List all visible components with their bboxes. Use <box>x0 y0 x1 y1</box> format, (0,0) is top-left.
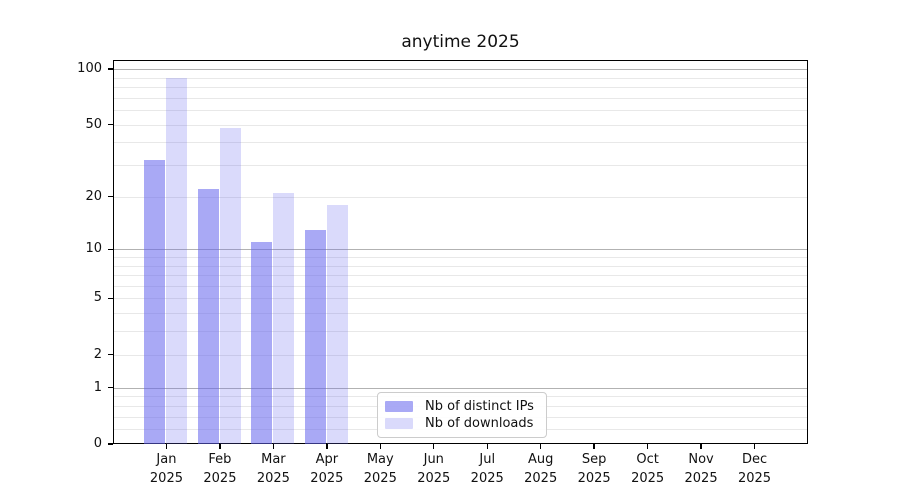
x-tick-mark-nov <box>700 444 702 449</box>
y-tick-mark-2 <box>108 354 113 356</box>
x-tick-mark-dec <box>753 444 756 449</box>
y-tick-label-20: 20 <box>85 188 102 204</box>
gridline-minor <box>114 354 807 356</box>
x-tick-label-sep: Sep 2025 <box>577 452 611 486</box>
gridline-major <box>114 249 807 251</box>
bar-mar-distinct-ips <box>251 242 273 444</box>
x-tick-label-dec: Dec 2025 <box>737 452 772 486</box>
plot-area <box>113 60 808 444</box>
gridline-minor <box>114 275 807 277</box>
x-tick-mark-jul <box>486 444 488 449</box>
x-tick-label-aug: Aug 2025 <box>524 452 558 486</box>
legend-item-distinct-ips: Nb of distinct IPs <box>385 399 546 414</box>
legend-label-downloads: Nb of downloads <box>425 416 534 431</box>
bar-apr-distinct-ips <box>304 229 326 444</box>
gridline-minor <box>114 87 807 89</box>
x-tick-mark-feb <box>219 444 221 449</box>
gridline-major <box>114 69 807 71</box>
bar-feb-downloads <box>219 127 241 444</box>
x-tick-label-apr: Apr 2025 <box>310 452 344 486</box>
x-tick-mark-jan <box>165 444 168 449</box>
gridline-minor <box>114 97 807 99</box>
gridline-major <box>114 387 807 389</box>
x-tick-label-nov: Nov 2025 <box>684 452 718 486</box>
x-tick-mark-jun <box>433 444 435 449</box>
gridline-minor <box>114 285 807 287</box>
legend: Nb of distinct IPs Nb of downloads <box>377 392 547 438</box>
y-tick-label-100: 100 <box>77 61 102 77</box>
y-tick-mark-50 <box>108 123 113 126</box>
x-tick-mark-sep <box>593 444 595 449</box>
y-tick-label-2: 2 <box>93 346 102 362</box>
bar-jan-distinct-ips <box>144 159 166 444</box>
y-tick-mark-0 <box>108 443 113 445</box>
y-tick-mark-20 <box>108 195 113 198</box>
gridline-minor <box>114 331 807 333</box>
x-tick-mark-may <box>379 444 381 449</box>
x-tick-label-jul: Jul 2025 <box>470 452 504 486</box>
x-tick-label-may: May 2025 <box>363 452 397 486</box>
y-tick-mark-10 <box>108 248 113 250</box>
gridline-minor <box>114 298 807 300</box>
legend-item-downloads: Nb of downloads <box>385 416 546 431</box>
bar-jan-downloads <box>166 78 188 444</box>
x-tick-label-jun: Jun 2025 <box>417 452 451 486</box>
bar-mar-downloads <box>273 192 295 444</box>
x-tick-mark-apr <box>326 444 328 449</box>
legend-label-distinct-ips: Nb of distinct IPs <box>425 399 534 414</box>
x-tick-label-mar: Mar 2025 <box>256 452 290 486</box>
chart-title: anytime 2025 <box>401 32 520 52</box>
y-tick-label-1: 1 <box>93 379 102 395</box>
gridline-minor <box>114 256 807 258</box>
gridline-minor <box>114 142 807 144</box>
legend-swatch-downloads <box>385 418 413 429</box>
gridline-minor <box>114 265 807 267</box>
y-tick-label-50: 50 <box>85 116 102 132</box>
gridline-minor <box>114 165 807 167</box>
bar-feb-distinct-ips <box>197 189 219 444</box>
y-tick-mark-5 <box>108 297 113 300</box>
x-tick-label-feb: Feb 2025 <box>203 452 237 486</box>
y-tick-mark-100 <box>108 68 113 70</box>
x-tick-label-oct: Oct 2025 <box>631 452 665 486</box>
x-tick-mark-aug <box>539 444 542 449</box>
y-tick-label-5: 5 <box>93 290 102 306</box>
gridline-minor <box>114 313 807 315</box>
gridline-minor <box>114 196 807 198</box>
x-tick-label-jan: Jan 2025 <box>149 452 183 486</box>
y-tick-label-10: 10 <box>85 241 102 257</box>
y-tick-label-0: 0 <box>93 436 102 451</box>
legend-swatch-distinct-ips <box>385 401 413 412</box>
x-tick-mark-oct <box>646 444 649 449</box>
x-tick-mark-mar <box>272 444 275 449</box>
gridline-minor <box>114 77 807 79</box>
gridline-minor <box>114 110 807 112</box>
bar-apr-downloads <box>326 204 348 444</box>
y-tick-mark-1 <box>108 386 113 389</box>
gridline-minor <box>114 124 807 126</box>
